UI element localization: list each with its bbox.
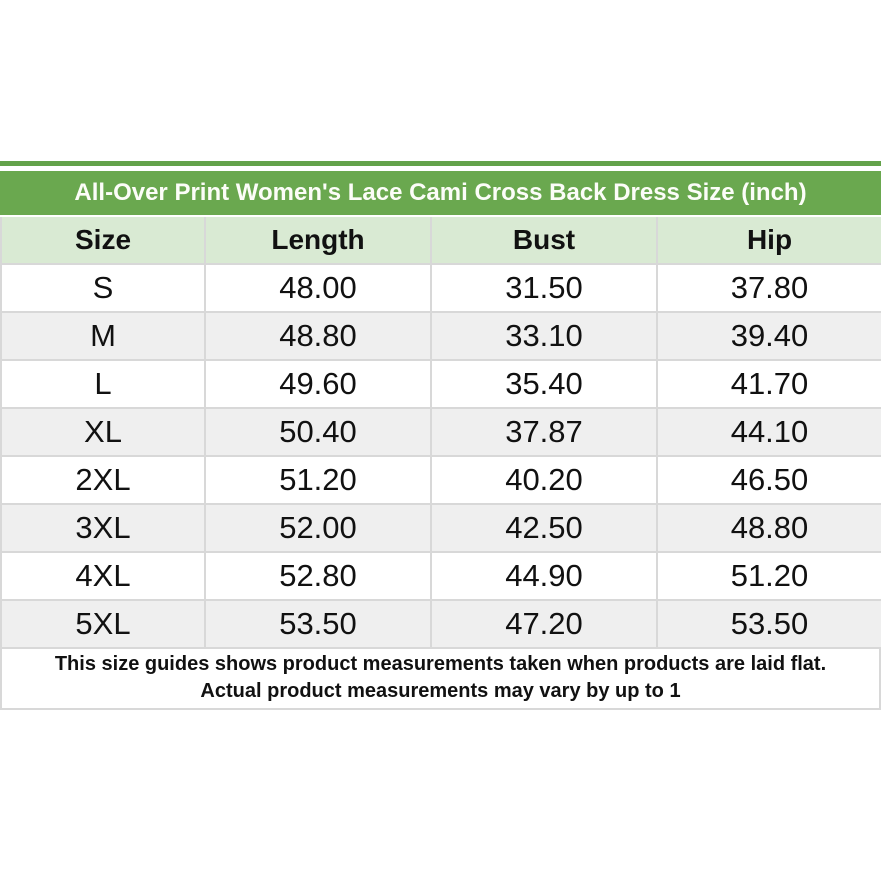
table-row-4xl: 4XL 52.80 44.90 51.20 xyxy=(0,551,881,601)
hip-cell: 41.70 xyxy=(656,359,881,409)
bust-cell: 33.10 xyxy=(430,311,658,361)
length-cell: 51.20 xyxy=(204,455,432,505)
size-cell: 4XL xyxy=(0,551,206,601)
table-row-3xl: 3XL 52.00 42.50 48.80 xyxy=(0,503,881,553)
length-cell: 49.60 xyxy=(204,359,432,409)
length-cell: 52.80 xyxy=(204,551,432,601)
hip-cell: 48.80 xyxy=(656,503,881,553)
length-cell: 48.80 xyxy=(204,311,432,361)
size-cell: XL xyxy=(0,407,206,457)
size-cell: M xyxy=(0,311,206,361)
size-cell: L xyxy=(0,359,206,409)
bust-cell: 40.20 xyxy=(430,455,658,505)
table-top-border xyxy=(0,161,881,166)
size-chart: All-Over Print Women's Lace Cami Cross B… xyxy=(0,161,881,710)
length-cell: 48.00 xyxy=(204,263,432,313)
table-row-xl: XL 50.40 37.87 44.10 xyxy=(0,407,881,457)
hip-cell: 46.50 xyxy=(656,455,881,505)
bust-cell: 47.20 xyxy=(430,599,658,649)
hip-cell: 53.50 xyxy=(656,599,881,649)
hip-cell: 39.40 xyxy=(656,311,881,361)
table-header-row: Size Length Bust Hip xyxy=(0,217,881,265)
size-table: Size Length Bust Hip S 48.00 31.50 37.80… xyxy=(0,217,881,649)
length-cell: 53.50 xyxy=(204,599,432,649)
bust-cell: 42.50 xyxy=(430,503,658,553)
column-header-length: Length xyxy=(204,217,432,265)
size-cell: S xyxy=(0,263,206,313)
size-chart-footnote: This size guides shows product measureme… xyxy=(0,649,881,710)
bust-cell: 35.40 xyxy=(430,359,658,409)
hip-cell: 44.10 xyxy=(656,407,881,457)
length-cell: 52.00 xyxy=(204,503,432,553)
bust-cell: 37.87 xyxy=(430,407,658,457)
footnote-line-1: This size guides shows product measureme… xyxy=(54,653,827,675)
bust-cell: 31.50 xyxy=(430,263,658,313)
table-row-2xl: 2XL 51.20 40.20 46.50 xyxy=(0,455,881,505)
size-cell: 3XL xyxy=(0,503,206,553)
table-row-5xl: 5XL 53.50 47.20 53.50 xyxy=(0,599,881,649)
bust-cell: 44.90 xyxy=(430,551,658,601)
table-row-s: S 48.00 31.50 37.80 xyxy=(0,263,881,313)
table-row-l: L 49.60 35.40 41.70 xyxy=(0,359,881,409)
hip-cell: 51.20 xyxy=(656,551,881,601)
length-cell: 50.40 xyxy=(204,407,432,457)
footnote-line-2: Actual product measurements may vary by … xyxy=(200,680,681,702)
size-chart-title: All-Over Print Women's Lace Cami Cross B… xyxy=(0,171,881,215)
column-header-size: Size xyxy=(0,217,206,265)
size-cell: 2XL xyxy=(0,455,206,505)
hip-cell: 37.80 xyxy=(656,263,881,313)
table-row-m: M 48.80 33.10 39.40 xyxy=(0,311,881,361)
size-cell: 5XL xyxy=(0,599,206,649)
column-header-hip: Hip xyxy=(656,217,881,265)
column-header-bust: Bust xyxy=(430,217,658,265)
